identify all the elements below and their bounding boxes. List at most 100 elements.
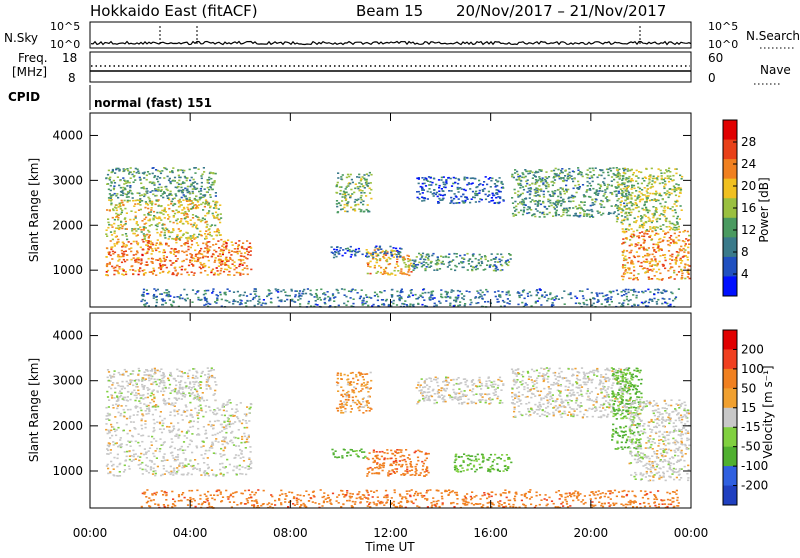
scatter-point	[641, 235, 643, 237]
scatter-point	[341, 288, 343, 290]
scatter-point	[386, 253, 388, 255]
scatter-point	[244, 292, 246, 294]
scatter-point	[626, 218, 628, 220]
scatter-point	[168, 387, 170, 389]
scatter-point	[170, 404, 172, 406]
scatter-point	[198, 191, 200, 193]
scatter-point	[671, 189, 673, 191]
scatter-point	[199, 253, 201, 255]
scatter-point	[514, 201, 516, 203]
scatter-point	[359, 298, 361, 300]
scatter-point	[187, 246, 189, 248]
scatter-point	[122, 386, 124, 388]
scatter-point	[169, 299, 171, 301]
scatter-point	[586, 190, 588, 192]
scatter-point	[225, 259, 227, 261]
scatter-point	[210, 178, 212, 180]
scatter-point	[115, 227, 117, 229]
scatter-point	[248, 457, 250, 459]
scatter-point	[114, 416, 116, 418]
scatter-point	[178, 464, 180, 466]
scatter-point	[515, 209, 517, 211]
scatter-point	[182, 223, 184, 225]
scatter-point	[108, 419, 110, 421]
scatter-point	[114, 182, 116, 184]
scatter-point	[633, 275, 635, 277]
scatter-point	[427, 180, 429, 182]
scatter-point	[131, 230, 133, 232]
scatter-point	[672, 300, 674, 302]
scatter-point	[242, 264, 244, 266]
scatter-point	[653, 298, 655, 300]
scatter-point	[184, 449, 186, 451]
scatter-point	[209, 303, 211, 305]
scatter-point	[591, 214, 593, 216]
scatter-point	[649, 261, 651, 263]
scatter-point	[204, 215, 206, 217]
scatter-point	[144, 218, 146, 220]
scatter-point	[225, 432, 227, 434]
scatter-point	[336, 200, 338, 202]
scatter-point	[546, 214, 548, 216]
scatter-point	[136, 414, 138, 416]
scatter-point	[640, 215, 642, 217]
scatter-point	[472, 266, 474, 268]
scatter-point	[517, 183, 519, 185]
scatter-point	[117, 385, 119, 387]
scatter-point	[297, 299, 299, 301]
scatter-point	[183, 182, 185, 184]
scatter-point	[196, 412, 198, 414]
scatter-point	[633, 231, 635, 233]
scatter-point	[112, 441, 114, 443]
scatter-point	[624, 267, 626, 269]
scatter-point	[158, 267, 160, 269]
scatter-point	[187, 446, 189, 448]
scatter-point	[203, 445, 205, 447]
scatter-point	[423, 299, 425, 301]
scatter-point	[188, 237, 190, 239]
scatter-point	[545, 185, 547, 187]
scatter-point	[310, 290, 312, 292]
scatter-point	[224, 447, 226, 449]
scatter-point	[558, 189, 560, 191]
scatter-point	[541, 294, 543, 296]
scatter-point	[440, 289, 442, 291]
scatter-point	[237, 410, 239, 412]
scatter-point	[329, 299, 331, 301]
scatter-point	[179, 448, 181, 450]
scatter-point	[646, 185, 648, 187]
scatter-point	[153, 419, 155, 421]
scatter-point	[206, 472, 208, 474]
scatter-point	[215, 251, 217, 253]
scatter-point	[619, 207, 621, 209]
scatter-point	[463, 295, 465, 297]
scatter-point	[119, 204, 121, 206]
scatter-point	[553, 207, 555, 209]
scatter-point	[635, 277, 637, 279]
scatter-point	[118, 170, 120, 172]
scatter-point	[172, 472, 174, 474]
scatter-point	[153, 177, 155, 179]
scatter-point	[652, 186, 654, 188]
scatter-point	[208, 450, 210, 452]
scatter-point	[284, 291, 286, 293]
scatter-point	[336, 203, 338, 205]
scatter-point	[362, 200, 364, 202]
scatter-point	[363, 192, 365, 194]
scatter-point	[156, 457, 158, 459]
scatter-point	[633, 289, 635, 291]
scatter-point	[475, 191, 477, 193]
scatter-point	[175, 220, 177, 222]
scatter-point	[521, 203, 523, 205]
scatter-point	[637, 305, 639, 307]
scatter-point	[213, 274, 215, 276]
scatter-point	[110, 461, 112, 463]
scatter-point	[333, 297, 335, 299]
scatter-point	[163, 465, 165, 467]
scatter-point	[223, 454, 225, 456]
scatter-point	[168, 208, 170, 210]
scatter-point	[113, 223, 115, 225]
scatter-point	[160, 231, 162, 233]
scatter-point	[191, 433, 193, 435]
scatter-point	[286, 299, 288, 301]
